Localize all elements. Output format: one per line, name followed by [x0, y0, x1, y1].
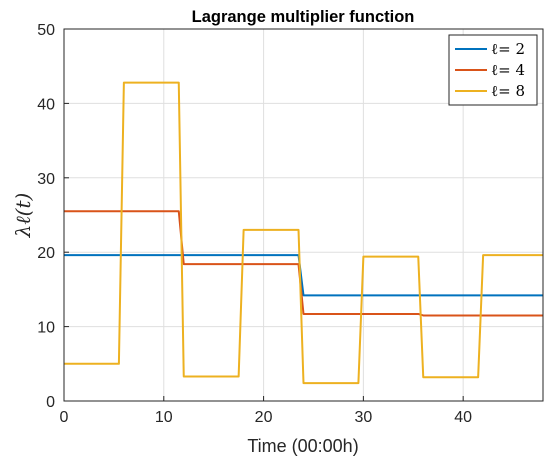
- x-tick-label: 40: [454, 409, 472, 426]
- legend-label: ℓ= 2: [491, 40, 525, 58]
- series-line-3: [64, 81, 543, 385]
- x-tick-label: 20: [255, 409, 273, 426]
- y-tick-label: 0: [46, 394, 55, 411]
- y-tick-label: 50: [37, 22, 55, 39]
- y-tick-label: 10: [37, 320, 55, 337]
- x-tick-label: 0: [60, 409, 69, 426]
- legend: ℓ= 2 ℓ= 4 ℓ= 8: [448, 34, 538, 106]
- y-axis-label: λℓ(t): [11, 193, 35, 239]
- y-tick-label: 40: [37, 96, 55, 113]
- y-tick-label: 20: [37, 245, 55, 262]
- series-layer: [64, 81, 543, 385]
- legend-label: ℓ= 4: [491, 61, 525, 79]
- legend-label: ℓ= 8: [491, 82, 525, 100]
- legend-box: [448, 34, 538, 106]
- x-tick-label: 30: [354, 409, 372, 426]
- plot-frame: [63, 28, 544, 402]
- y-tick-label: 30: [37, 171, 55, 188]
- chart-title: Lagrange multiplier function: [192, 8, 415, 26]
- axis-ticks: 0 10 20 30 40 0 10 20 30 40 50: [37, 22, 472, 426]
- x-axis-label: Time (00:00h): [247, 436, 358, 456]
- x-tick-label: 10: [155, 409, 173, 426]
